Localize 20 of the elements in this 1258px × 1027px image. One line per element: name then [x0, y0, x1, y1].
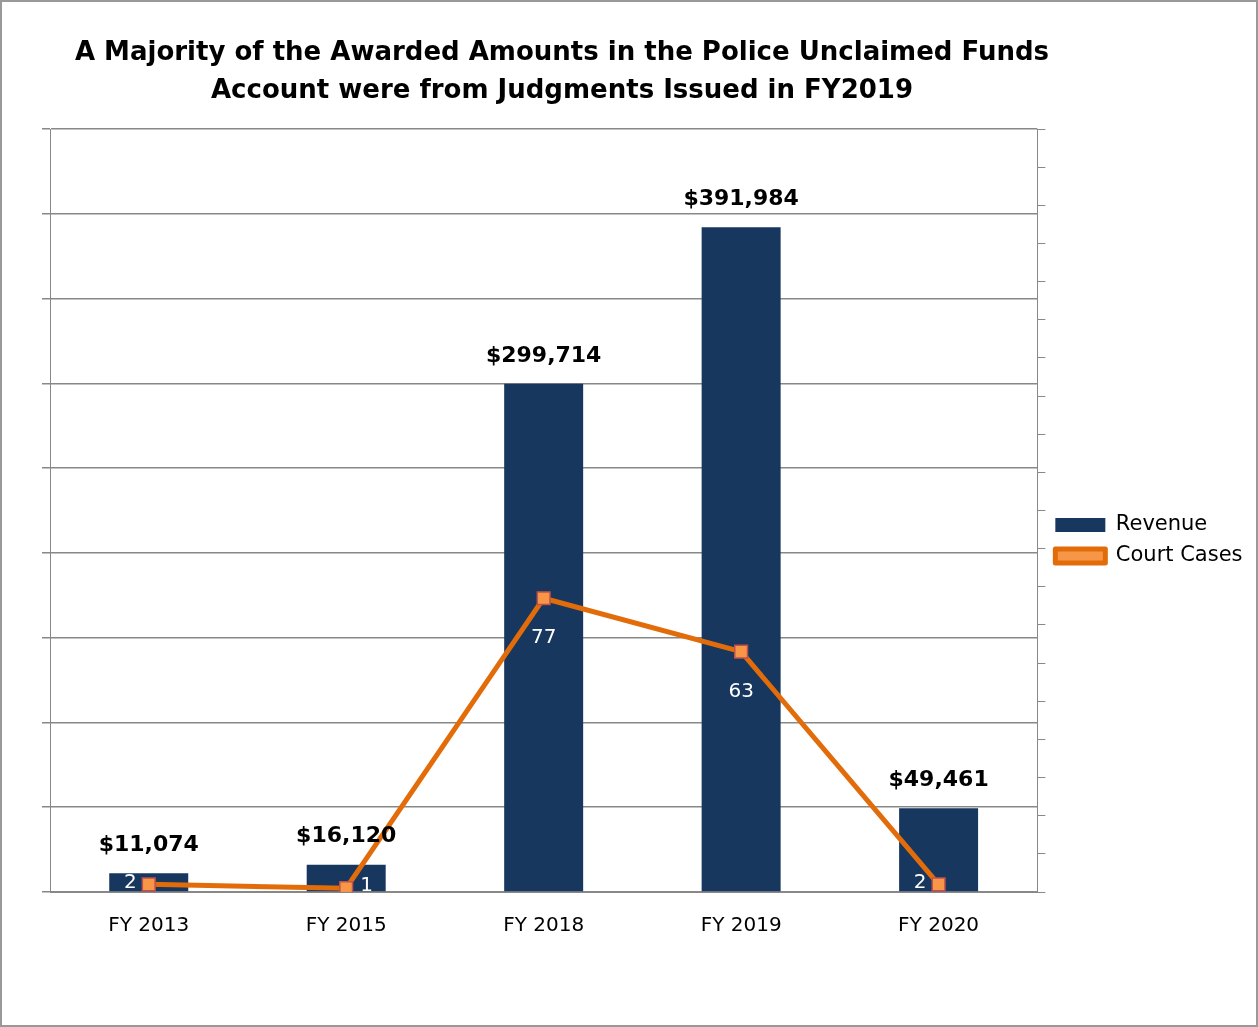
x-tick-label: FY 2013	[108, 912, 190, 937]
chart-title: A Majority of the Awarded Amounts in the Police Unclaimed Funds Account were from Judgments Issued in FY2019	[73, 35, 1051, 106]
legend-label: Court Cases	[1115, 542, 1243, 567]
data-label: 2	[913, 868, 927, 893]
data-label: 77	[530, 624, 557, 649]
legend-label: Revenue	[1115, 511, 1208, 536]
data-label: $11,074	[98, 830, 199, 856]
x-tick-label: FY 2018	[503, 912, 585, 937]
data-label: $391,984	[683, 185, 799, 211]
data-label: $299,714	[485, 341, 602, 367]
data-label: 1	[360, 872, 373, 897]
bar	[504, 383, 584, 892]
x-tick-label: FY 2015	[305, 912, 387, 937]
data-label: 2	[124, 868, 137, 893]
data-label: 63	[728, 677, 754, 702]
data-label: $49,461	[888, 765, 989, 791]
bar	[899, 808, 979, 892]
bar	[701, 227, 781, 892]
x-tick-label: FY 2020	[898, 912, 980, 937]
x-tick-label: FY 2019	[700, 912, 782, 937]
